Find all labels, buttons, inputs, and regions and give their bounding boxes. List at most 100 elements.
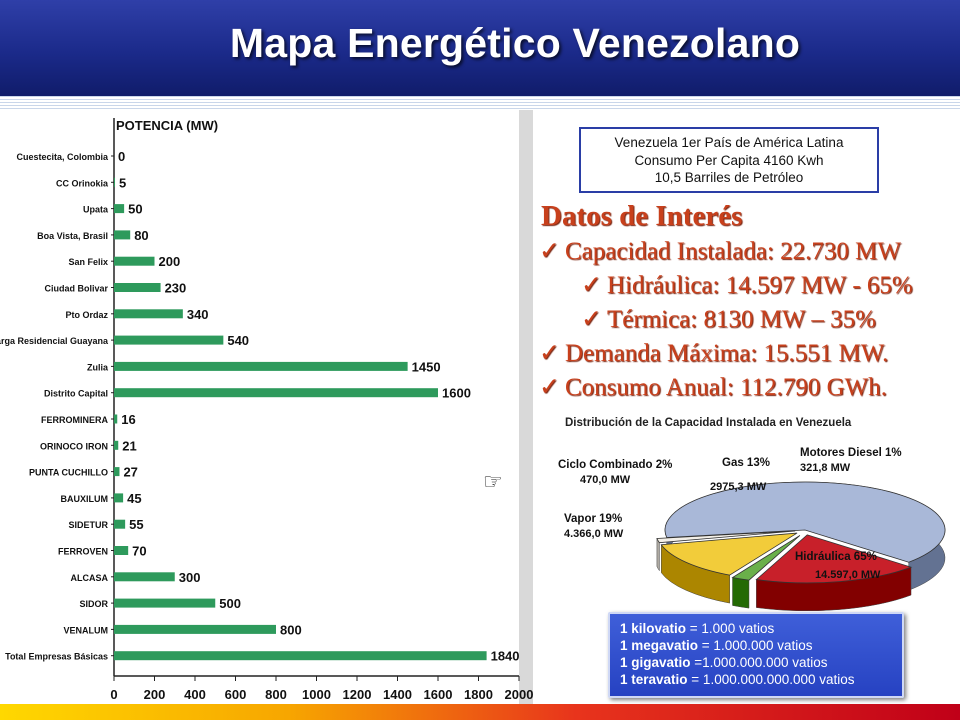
x-tick-label: 800 bbox=[265, 687, 287, 702]
bar-value-label: 45 bbox=[127, 491, 141, 506]
bar bbox=[114, 598, 216, 608]
category-label: Ciudad Bolivar bbox=[44, 284, 108, 294]
pie-slice-side bbox=[656, 538, 660, 572]
bar bbox=[114, 230, 131, 240]
bar bbox=[114, 624, 276, 634]
category-label: Zulia bbox=[87, 362, 109, 372]
info-box: Venezuela 1er País de América Latina Con… bbox=[579, 127, 879, 193]
chart-background bbox=[0, 110, 545, 710]
pie-slice bbox=[731, 535, 801, 581]
pie-slice-label: Vapor 19% bbox=[564, 513, 622, 525]
bar-value-label: 5 bbox=[119, 175, 126, 190]
interest-item-text: Capacidad Instalada: 22.730 MW bbox=[565, 238, 902, 265]
category-label: SIDETUR bbox=[68, 520, 108, 530]
unit-value: = 1.000.000 vatios bbox=[698, 638, 813, 653]
pie-slice bbox=[755, 534, 913, 584]
bar-value-label: 21 bbox=[122, 438, 136, 453]
pie-slice-label: Hidráulica 65% bbox=[795, 551, 877, 563]
interest-panel: Datos de Interés ✓ Capacidad Instalada: 2… bbox=[535, 200, 960, 405]
bar bbox=[114, 546, 129, 555]
y-axis-title: POTENCIA (MW) bbox=[116, 118, 218, 133]
bar bbox=[114, 519, 126, 529]
unit-term: 1 kilovatio bbox=[620, 621, 687, 636]
check-mark-icon: ✓ bbox=[539, 238, 560, 265]
bar bbox=[114, 256, 155, 266]
check-mark-icon: ✓ bbox=[539, 340, 560, 367]
bar bbox=[114, 177, 116, 187]
x-tick-label: 1200 bbox=[343, 687, 372, 702]
category-label: ORINOCO IRON bbox=[40, 441, 108, 451]
pie-slice-value: 470,0 MW bbox=[580, 474, 631, 486]
title-bar: Mapa Energético Venezolano bbox=[0, 0, 960, 96]
bar bbox=[114, 493, 124, 503]
category-label: FERROMINERA bbox=[41, 415, 108, 425]
page-title: Mapa Energético Venezolano bbox=[229, 20, 801, 66]
x-tick-label: 200 bbox=[144, 687, 166, 702]
bar-value-label: 230 bbox=[165, 281, 187, 296]
pie-slice-value: 321,8 MW bbox=[800, 462, 851, 474]
x-tick-label: 1800 bbox=[464, 687, 493, 702]
pie-slice-label: Gas 13% bbox=[722, 457, 770, 469]
unit-row: 1 kilovatio = 1.000 vatios bbox=[620, 620, 902, 637]
category-label: Pto Ordaz bbox=[65, 310, 108, 320]
check-mark-icon: ✓ bbox=[581, 272, 602, 299]
bar-value-label: 500 bbox=[219, 596, 241, 611]
bottom-bar bbox=[0, 704, 960, 720]
unit-row: 1 teravatio = 1.000.000.000.000 vatios bbox=[620, 671, 902, 688]
category-label: Carga Residencial Guayana bbox=[0, 336, 109, 346]
category-label: BAUXILUM bbox=[61, 494, 109, 504]
bar bbox=[114, 414, 118, 424]
info-line: Consumo Per Capita 4160 Kwh bbox=[634, 152, 824, 168]
unit-term: 1 megavatio bbox=[620, 638, 699, 653]
bar bbox=[114, 572, 175, 582]
bar-value-label: 27 bbox=[123, 465, 137, 480]
bar-value-label: 80 bbox=[134, 228, 148, 243]
category-label: PUNTA CUCHILLO bbox=[29, 468, 108, 478]
bar bbox=[114, 204, 125, 214]
unit-term: 1 gigavatio bbox=[620, 655, 691, 670]
interest-item-text: Demanda Máxima: 15.551 MW. bbox=[565, 340, 889, 367]
category-label: CC Orinokia bbox=[56, 178, 109, 188]
pie-title: Distribución de la Capacidad Instalada e… bbox=[565, 417, 852, 429]
pie-slice-label: Motores Diesel 1% bbox=[800, 447, 902, 459]
check-mark-icon: ✓ bbox=[581, 306, 602, 333]
x-tick-label: 2000 bbox=[505, 687, 534, 702]
bar bbox=[114, 283, 161, 292]
pointing-hand-icon: ☞ bbox=[483, 470, 503, 495]
bar-value-label: 0 bbox=[118, 149, 125, 164]
bar-value-label: 300 bbox=[179, 570, 201, 585]
pie-slice-side bbox=[732, 577, 750, 609]
category-label: Total Empresas Básicas bbox=[5, 652, 108, 662]
bar-value-label: 50 bbox=[128, 202, 142, 217]
pie-slice bbox=[660, 532, 798, 576]
interest-item-text: Consumo Anual: 112.790 GWh. bbox=[565, 374, 887, 401]
bar-value-label: 1450 bbox=[412, 359, 441, 374]
unit-row: 1 gigavatio =1.000.000.000 vatios bbox=[620, 654, 902, 671]
interest-item-text: Hidráulica: 14.597 MW - 65% bbox=[607, 272, 913, 299]
interest-item: ✓ Consumo Anual: 112.790 GWh. bbox=[535, 371, 960, 405]
info-line: 10,5 Barriles de Petróleo bbox=[654, 170, 804, 185]
bar-value-label: 340 bbox=[187, 307, 209, 322]
category-label: Boa Vista, Brasil bbox=[37, 231, 108, 241]
info-line: Venezuela 1er País de América Latina bbox=[614, 135, 844, 150]
pie-slice-value: 2975,3 MW bbox=[710, 481, 767, 493]
unit-row: 1 megavatio = 1.000.000 vatios bbox=[620, 637, 902, 654]
x-tick-label: 600 bbox=[225, 687, 247, 702]
interest-item: ✓ Térmica: 8130 MW – 35% bbox=[535, 303, 960, 337]
bar-value-label: 800 bbox=[280, 622, 302, 637]
bar-value-label: 200 bbox=[159, 254, 181, 269]
pie-slice-label: Ciclo Combinado 2% bbox=[558, 459, 672, 471]
category-label: SIDOR bbox=[79, 599, 108, 609]
x-tick-label: 0 bbox=[110, 687, 117, 702]
unit-value: = 1.000.000.000.000 vatios bbox=[687, 672, 855, 687]
power-bar-chart: POTENCIA (MW) Cuestecita, Colombia 0 CC Ori… bbox=[0, 110, 545, 710]
bar bbox=[114, 309, 183, 319]
interest-item: ✓ Demanda Máxima: 15.551 MW. bbox=[535, 337, 960, 371]
unit-value: =1.000.000.000 vatios bbox=[690, 655, 828, 670]
category-label: VENALUM bbox=[64, 625, 109, 635]
category-label: ALCASA bbox=[71, 573, 109, 583]
category-label: FERROVEN bbox=[58, 547, 108, 557]
bar bbox=[114, 467, 120, 477]
bar bbox=[114, 440, 119, 450]
interest-title: Datos de Interés bbox=[541, 200, 743, 232]
